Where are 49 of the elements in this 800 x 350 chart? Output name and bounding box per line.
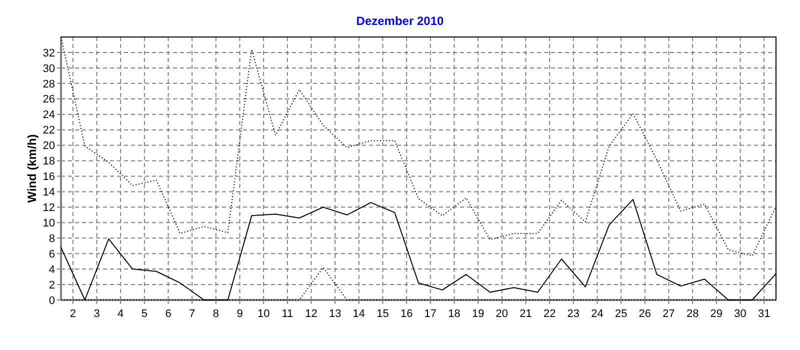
y-tick-label: 32 — [42, 47, 55, 60]
x-tick-label: 12 — [305, 308, 318, 320]
x-tick-label: 11 — [282, 308, 294, 320]
y-tick-label: 0 — [48, 294, 55, 307]
x-tick-label: 5 — [141, 308, 148, 320]
x-tick-label: 30 — [734, 308, 746, 320]
x-tick-label: 13 — [328, 308, 342, 320]
x-tick-label: 28 — [686, 308, 699, 320]
x-tick-label: 2 — [70, 308, 76, 320]
x-tick-label: 27 — [662, 308, 675, 320]
x-tick-label: 14 — [352, 308, 366, 320]
x-tick-label: 20 — [496, 308, 508, 320]
y-tick-label: 2 — [48, 279, 55, 292]
y-tick-label: 30 — [42, 62, 55, 75]
x-tick-label: 8 — [212, 308, 219, 320]
x-tick-label: 3 — [94, 308, 100, 320]
y-tick-label: 26 — [42, 94, 55, 106]
x-tick-label: 4 — [118, 308, 124, 320]
x-tick-label: 19 — [472, 308, 484, 320]
y-tick-label: 4 — [48, 264, 55, 276]
x-tick-label: 23 — [567, 308, 580, 320]
x-tick-label: 10 — [257, 308, 270, 320]
x-tick-label: 26 — [638, 308, 652, 320]
x-tick-label: 16 — [400, 308, 413, 320]
y-tick-label: 18 — [42, 156, 55, 168]
y-tick-label: 28 — [42, 78, 55, 90]
y-tick-label: 6 — [48, 248, 55, 260]
x-tick-label: 17 — [424, 308, 437, 320]
x-tick-label: 29 — [710, 308, 723, 320]
x-tick-label: 25 — [614, 308, 628, 320]
y-tick-label: 10 — [42, 217, 55, 230]
y-tick-label: 20 — [42, 140, 55, 152]
y-tick-label: 12 — [42, 202, 55, 214]
y-tick-label: 14 — [42, 186, 55, 199]
chart-title: Dezember 2010 — [356, 14, 444, 28]
x-tick-label: 18 — [448, 308, 460, 320]
x-tick-label: 9 — [236, 308, 243, 320]
y-tick-label: 8 — [48, 232, 55, 245]
x-tick-label: 24 — [591, 308, 604, 320]
y-tick-label: 16 — [42, 171, 55, 184]
y-tick-label: 24 — [42, 109, 55, 122]
y-axis-title: Wind (km/h) — [25, 134, 39, 203]
x-tick-label: 6 — [165, 308, 172, 320]
y-tick-label: 22 — [42, 124, 55, 137]
x-tick-label: 7 — [189, 308, 196, 320]
x-tick-label: 15 — [376, 308, 389, 320]
x-tick-label: 22 — [543, 308, 556, 320]
x-tick-label: 21 — [520, 308, 532, 320]
x-tick-label: 31 — [758, 308, 770, 320]
